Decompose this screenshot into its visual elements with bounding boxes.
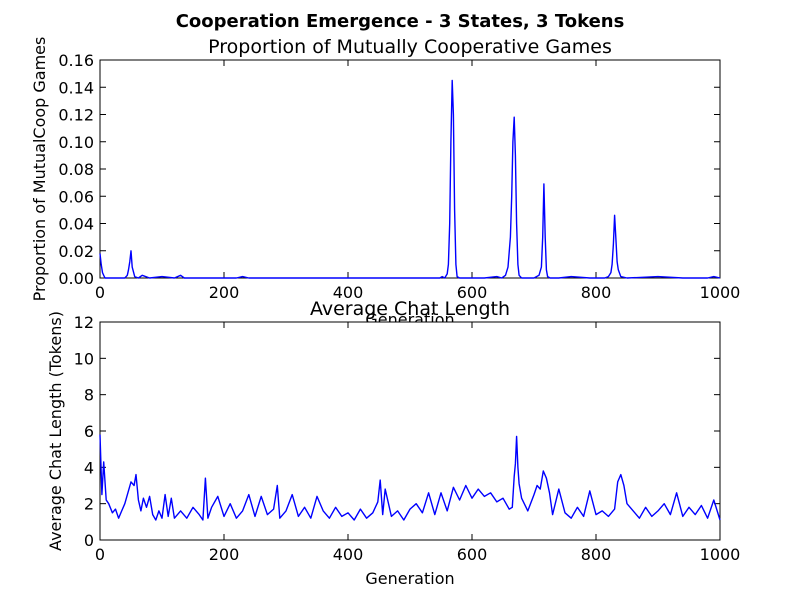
axes-proportion-mutual-coop: 0 200 400 600 800 1000 0.000.020.040.060.080.… — [30, 36, 740, 329]
axes-title: Proportion of Mutually Cooperative Games — [208, 36, 612, 58]
x-tick-label: 400 — [333, 283, 364, 302]
x-tick-label: 600 — [457, 283, 488, 302]
y-tick-label: 12 — [74, 313, 94, 332]
y-tick-label: 0.12 — [58, 106, 94, 125]
x-ticks: 0 200 400 600 800 1000 — [95, 322, 740, 564]
y-axis-label: Proportion of MutualCoop Games — [30, 37, 49, 302]
x-tick-label: 0 — [95, 283, 105, 302]
x-tick-label: 800 — [581, 283, 612, 302]
figure-title: Cooperation Emergence - 3 States, 3 Toke… — [176, 11, 625, 32]
y-tick-label: 6 — [84, 422, 94, 441]
x-tick-label: 200 — [209, 545, 240, 564]
y-ticks: 0.00 0.02 0.04 0.06 0.08 0.10 0.12 0.14 0.16 — [58, 51, 720, 288]
y-tick-label: 0.04 — [58, 215, 94, 234]
x-axis-label: Generation — [365, 569, 454, 588]
y-tick-label: 10 — [74, 349, 94, 368]
y-tick-label: 0.00 — [58, 269, 94, 288]
y-ticks: 0 2 4 6 8 10 12 — [74, 313, 720, 550]
x-tick-label: 800 — [581, 545, 612, 564]
y-tick-label: 0.08 — [58, 160, 94, 179]
x-tick-label: 200 — [209, 283, 240, 302]
x-ticks: 0 200 400 600 800 1000 — [95, 60, 740, 302]
y-tick-label: 0.10 — [58, 133, 94, 152]
x-tick-label: 1000 — [700, 283, 741, 302]
x-tick-label: 400 — [333, 545, 364, 564]
y-tick-label: 2 — [84, 495, 94, 514]
y-tick-label: 4 — [84, 458, 94, 477]
series-line — [99, 434, 721, 521]
y-tick-label: 0.06 — [58, 187, 94, 206]
plot-frame — [99, 59, 721, 279]
y-tick-label: 0.02 — [58, 242, 94, 261]
y-tick-label: 0.16 — [58, 51, 94, 70]
y-tick-label: 0 — [84, 531, 94, 550]
y-tick-label: 8 — [84, 386, 94, 405]
axes-title: Average Chat Length — [310, 298, 510, 320]
series-line — [99, 79, 721, 279]
x-tick-label: 1000 — [700, 545, 741, 564]
y-axis-label: Average Chat Length (Tokens) — [46, 311, 65, 551]
axes-average-chat-length: 0 200 400 600 800 1000 0 2 4 6 8 10 12 Average Chat… — [46, 298, 740, 588]
y-tick-label: 0.14 — [58, 78, 94, 97]
x-tick-label: 0 — [95, 545, 105, 564]
x-tick-label: 600 — [457, 545, 488, 564]
